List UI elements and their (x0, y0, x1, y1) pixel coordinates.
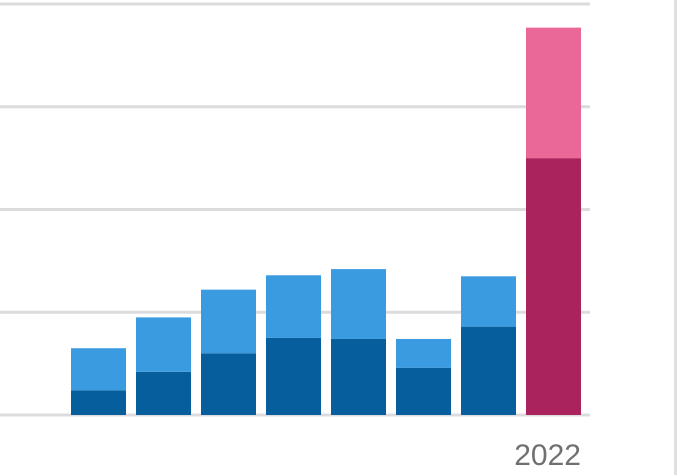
bar-segment-upper (396, 338, 451, 368)
bar-segment-upper (136, 317, 191, 372)
bar-segment-upper (526, 27, 581, 159)
x-tick-label: 2022 (514, 439, 581, 472)
bar-segment-upper (201, 289, 256, 354)
bar-segment-lower (71, 390, 126, 415)
bar-segment-upper (331, 269, 386, 339)
bar-segment-lower (331, 338, 386, 415)
bar-segment-lower (396, 367, 451, 415)
panel-divider (674, 0, 677, 475)
bar-segment-lower (461, 326, 516, 415)
bar-segment-upper (266, 275, 321, 338)
bar-segment-lower (201, 353, 256, 415)
bar-segment-lower (526, 158, 581, 415)
bar-segment-lower (136, 371, 191, 415)
bar-segment-upper (461, 276, 516, 327)
bar-segment-upper (71, 348, 126, 391)
bar-segment-lower (266, 337, 321, 415)
